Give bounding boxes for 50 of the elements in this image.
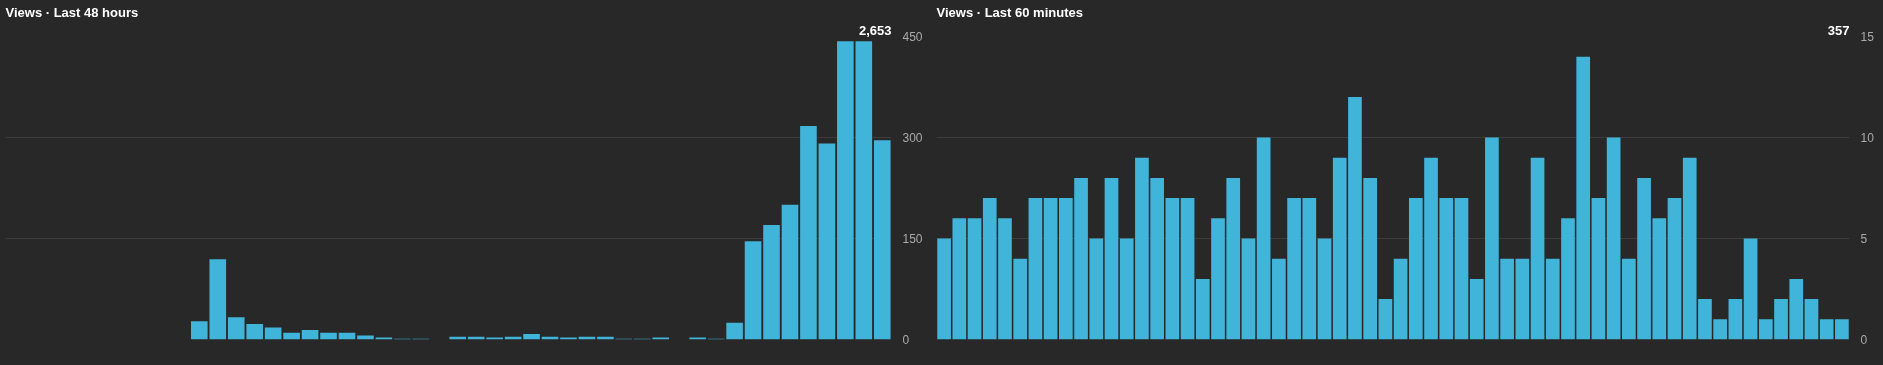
bar: [375, 337, 393, 340]
bar: [652, 337, 670, 340]
chart-subtitle: 2,653: [858, 22, 892, 38]
bar: [264, 327, 282, 340]
y-tick-label: 10: [1860, 131, 1875, 145]
bar: [1378, 299, 1393, 340]
chart-subtitle: 357: [1827, 22, 1850, 38]
bar: [689, 337, 706, 340]
y-tick-label: 450: [902, 30, 923, 44]
bar: [763, 225, 780, 340]
bar: [1028, 198, 1043, 340]
bar: [1743, 238, 1758, 340]
bar: [837, 41, 854, 340]
bar: [357, 335, 374, 340]
bar: [744, 241, 762, 340]
bar: [1317, 238, 1332, 340]
bar: [1667, 198, 1682, 340]
bar: [486, 337, 503, 340]
bar: [855, 41, 873, 340]
bar: [560, 337, 577, 340]
bar: [726, 322, 743, 340]
bar: [800, 126, 817, 340]
bar: [818, 143, 836, 340]
bar: [873, 140, 891, 340]
bar: [1393, 258, 1408, 340]
bar: [320, 332, 337, 340]
bar: [1180, 198, 1195, 340]
y-tick-label: 5: [1860, 232, 1868, 246]
bar: [523, 334, 540, 340]
y-tick-label: 300: [902, 131, 923, 145]
bar: [1530, 157, 1545, 340]
bar: [1104, 177, 1119, 340]
y-tick-label: 150: [902, 232, 923, 246]
chart-title: Views · Last 48 hours: [5, 4, 139, 20]
bar: [1606, 137, 1621, 340]
bar: [301, 330, 319, 340]
bar: [1165, 198, 1180, 340]
chart-title: Views · Last 60 minutes: [936, 4, 1083, 20]
bar: [781, 204, 799, 340]
bar: [1728, 299, 1743, 340]
bar: [1804, 299, 1819, 340]
bar: [1241, 238, 1256, 340]
y-tick-label: 0: [1860, 333, 1868, 347]
bar: [1043, 198, 1058, 340]
bar: [967, 218, 982, 340]
bar: [1454, 198, 1469, 340]
bar: [283, 332, 300, 340]
y-tick-label: 0: [902, 333, 910, 347]
bar: [1591, 198, 1606, 340]
y-tick-label: 15: [1860, 30, 1875, 44]
